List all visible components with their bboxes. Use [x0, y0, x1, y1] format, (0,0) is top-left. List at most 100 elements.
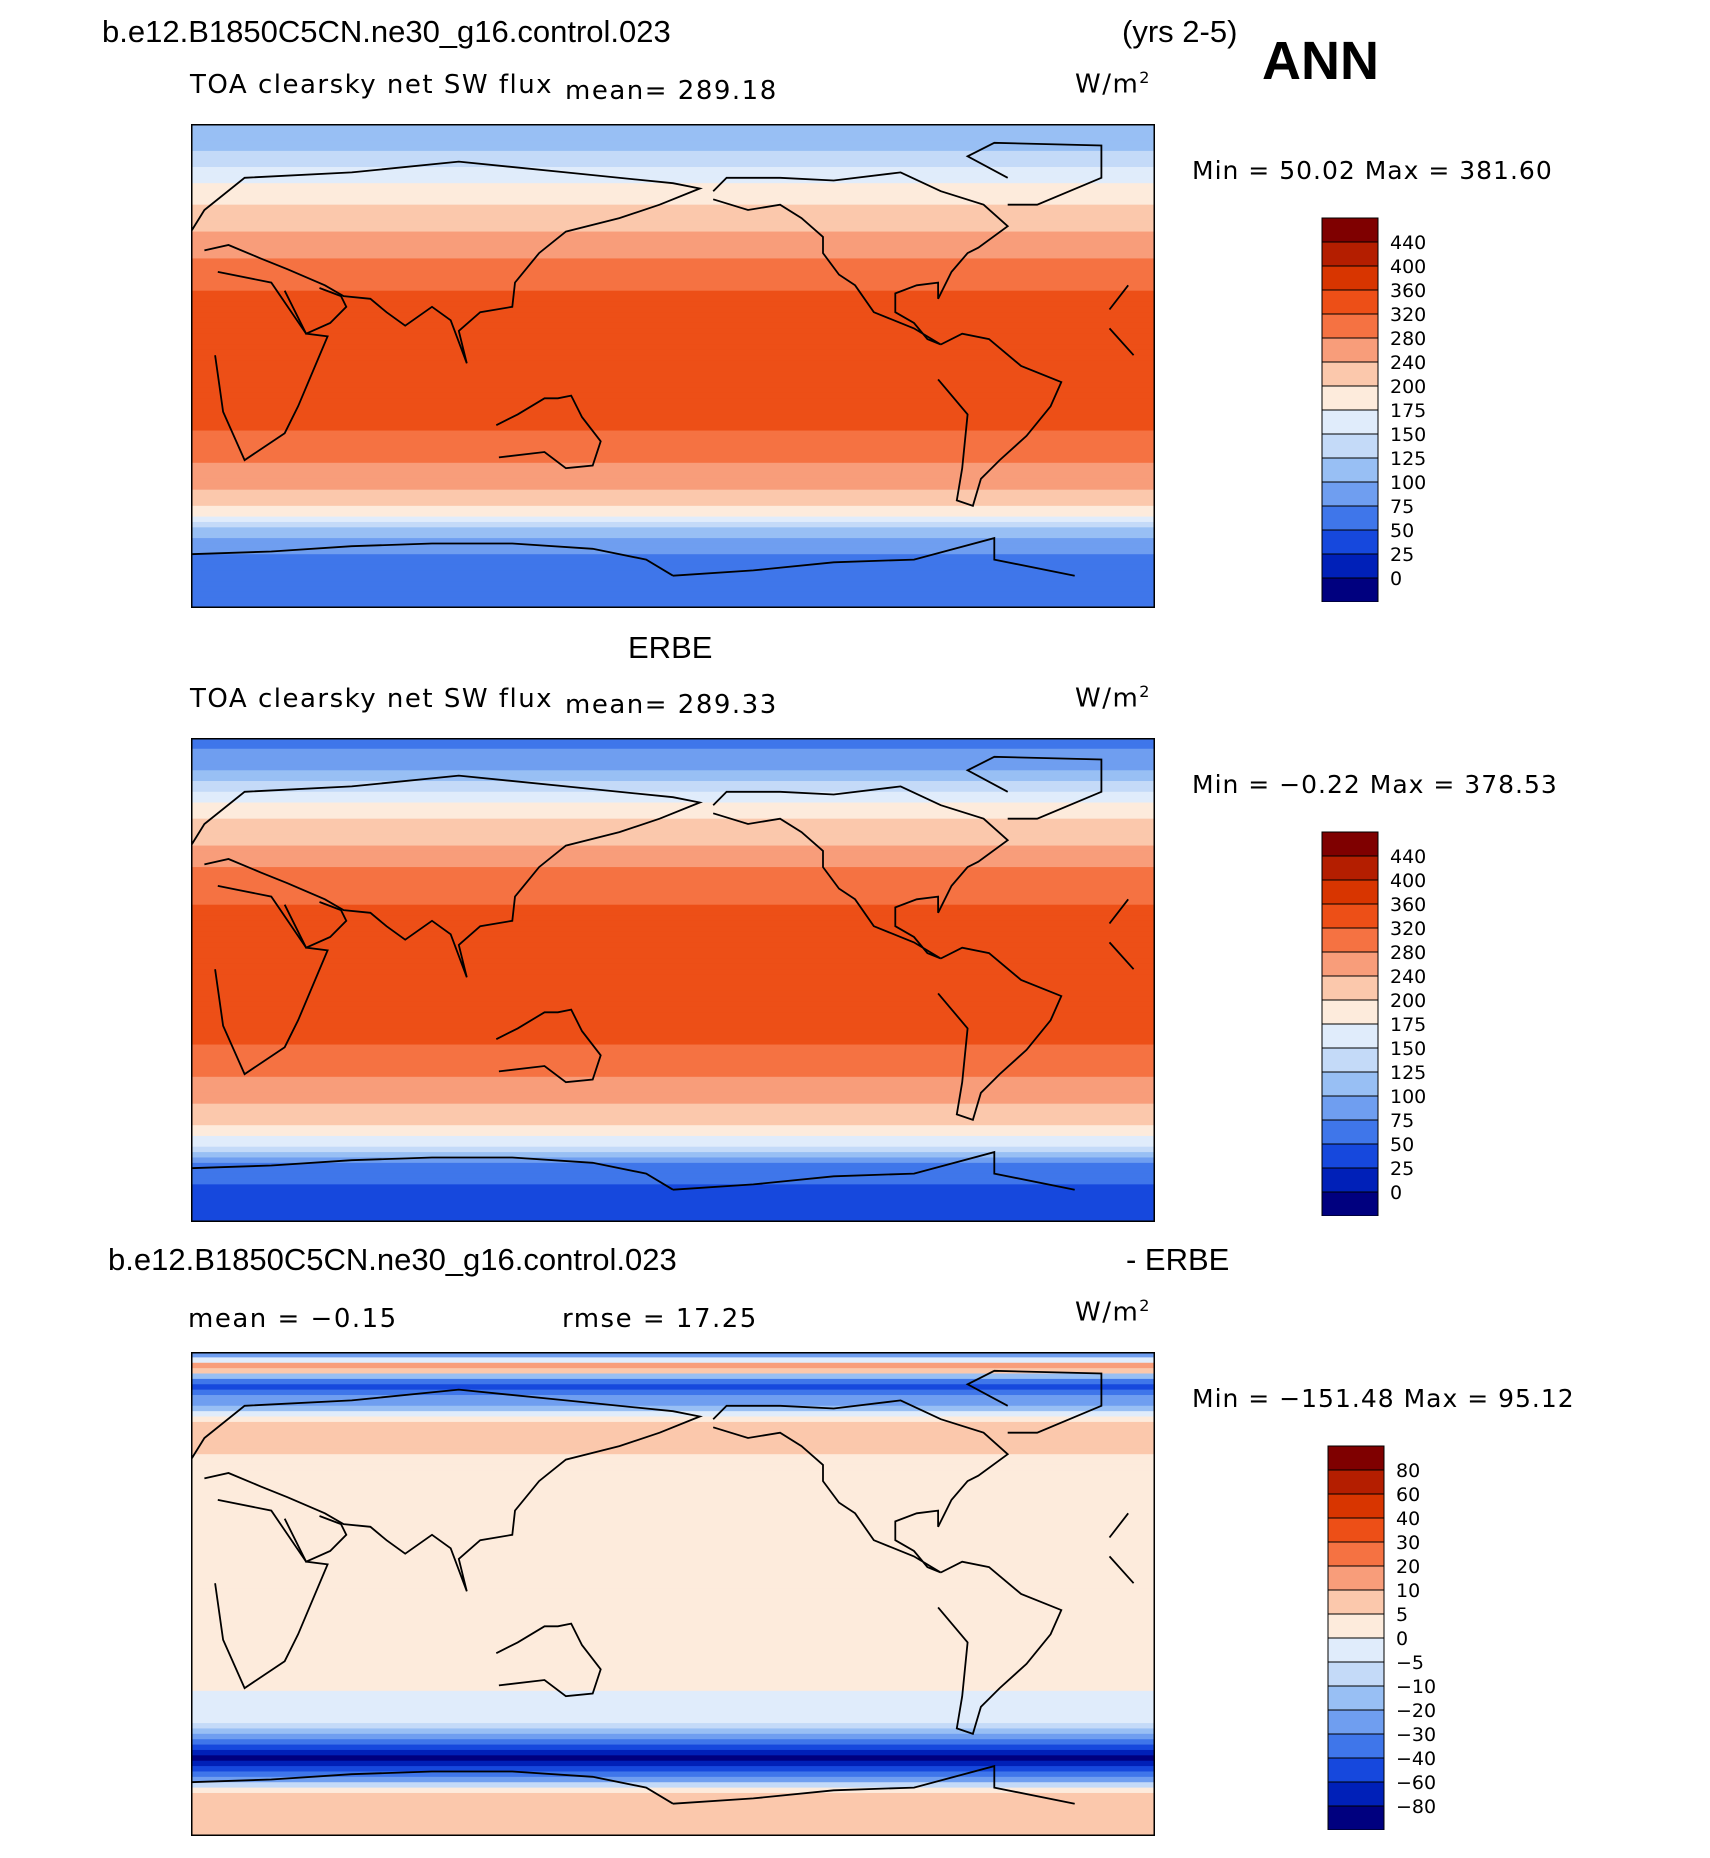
contour-band-82 [191, 564, 1155, 571]
contour-band-11 [191, 797, 1155, 804]
colorbar-swatch-8 [1321, 1023, 1379, 1049]
contour-band-87 [191, 591, 1155, 598]
contour-band-35 [191, 926, 1155, 933]
colorbar-swatch-15 [1321, 1191, 1379, 1216]
contour-band-48 [191, 996, 1155, 1003]
contour-band-14 [191, 813, 1155, 820]
contour-band-22 [191, 856, 1155, 863]
colorbar-swatch-0 [1321, 217, 1379, 243]
contour-band-2 [191, 134, 1155, 141]
contour-band-85 [191, 1809, 1155, 1816]
contour-band-31 [191, 904, 1155, 911]
contour-band-21 [191, 236, 1155, 243]
colorbar-label-0: 80 [1396, 1460, 1420, 1482]
contour-band-52 [191, 1631, 1155, 1638]
contour-band-12 [191, 802, 1155, 809]
coastline-antarctica [191, 536, 1075, 577]
contour-band-4 [191, 1373, 1155, 1380]
coastline-europe-asia [191, 774, 703, 978]
contour-band-34 [191, 306, 1155, 313]
map-frame [191, 124, 1155, 608]
colorbar-swatch-14 [1327, 1781, 1385, 1807]
contour-band-47 [191, 376, 1155, 383]
contour-band-6 [191, 156, 1155, 163]
contour-band-54 [191, 414, 1155, 421]
colorbar-swatch-2 [1327, 1493, 1385, 1519]
contour-band-82 [191, 1792, 1155, 1799]
contour-band-0 [191, 124, 1155, 130]
contour-band-44 [191, 1588, 1155, 1595]
contour-band-45 [191, 980, 1155, 986]
contour-band-63 [191, 462, 1155, 469]
contour-band-74 [191, 1135, 1155, 1142]
panel3-units: W/m2 [1075, 1296, 1151, 1328]
contour-band-25 [191, 872, 1155, 879]
colorbar-swatch-6 [1327, 1589, 1385, 1615]
colorbar-swatch-8 [1327, 1637, 1385, 1663]
colorbar-swatch-2 [1321, 879, 1379, 905]
contour-band-5 [191, 764, 1155, 771]
contour-band-16 [191, 824, 1155, 831]
contour-band-83 [191, 1798, 1155, 1805]
contour-band-66 [191, 1092, 1155, 1099]
contour-band-89 [191, 1216, 1155, 1222]
contour-band-43 [191, 1583, 1155, 1590]
colorbar-swatch-7 [1321, 999, 1379, 1025]
panel3-map [191, 1352, 1155, 1836]
colorbar-swatch-6 [1321, 975, 1379, 1001]
colorbar-label-4: 280 [1390, 942, 1426, 964]
contour-band-68 [191, 489, 1155, 496]
contour-band-79 [191, 1776, 1155, 1783]
contour-band-87 [191, 1819, 1155, 1826]
colorbar-label-7: 175 [1390, 400, 1426, 422]
colorbar-swatch-11 [1321, 481, 1379, 507]
colorbar-swatch-10 [1321, 457, 1379, 483]
contour-band-83 [191, 570, 1155, 577]
contour-band-13 [191, 807, 1155, 814]
contour-band-87 [191, 1205, 1155, 1212]
contour-band-67 [191, 484, 1155, 491]
contour-band-86 [191, 1200, 1155, 1207]
contour-band-29 [191, 1507, 1155, 1514]
contour-band-78 [191, 1157, 1155, 1164]
coastline-arabia [283, 1515, 348, 1563]
contour-band-28 [191, 888, 1155, 895]
colorbar-swatch-6 [1321, 361, 1379, 387]
contour-band-2 [191, 1362, 1155, 1369]
case-title: b.e12.B1850C5CN.ne30_g16.control.023 [102, 14, 671, 49]
colorbar-swatch-3 [1321, 903, 1379, 929]
colorbar-label-9: 125 [1390, 448, 1426, 470]
colorbar-label-6: 200 [1390, 990, 1426, 1012]
contour-band-36 [191, 317, 1155, 324]
panel3-minmax: Min = −151.48 Max = 95.12 [1192, 1384, 1575, 1413]
contour-band-28 [191, 274, 1155, 281]
panel1-minmax: Min = 50.02 Max = 381.60 [1192, 156, 1553, 185]
contour-band-71 [191, 505, 1155, 512]
colorbar-label-7: 0 [1396, 1628, 1408, 1650]
colorbar-swatch-4 [1321, 313, 1379, 339]
colorbar-swatch-13 [1321, 1143, 1379, 1169]
contour-band-24 [191, 253, 1155, 260]
colorbar-label-2: 360 [1390, 280, 1426, 302]
colorbar-swatch-4 [1321, 927, 1379, 953]
contour-band-36 [191, 931, 1155, 938]
contour-band-19 [191, 226, 1155, 233]
contour-band-38 [191, 328, 1155, 335]
contour-band-31 [191, 1518, 1155, 1525]
colorbar-swatch-14 [1321, 553, 1379, 579]
contour-band-57 [191, 1658, 1155, 1665]
colorbar-swatch-15 [1327, 1805, 1385, 1830]
contour-band-28 [191, 1502, 1155, 1509]
colorbar-swatch-5 [1321, 951, 1379, 977]
contour-band-59 [191, 1669, 1155, 1676]
colorbar-label-11: 75 [1390, 496, 1414, 518]
contour-band-30 [191, 1513, 1155, 1520]
contour-band-61 [191, 1066, 1155, 1073]
colorbar-swatch-9 [1321, 1047, 1379, 1073]
colorbar-label-9: −10 [1396, 1676, 1436, 1698]
coastline-africa [214, 271, 1135, 462]
coastline-greenland [965, 755, 1103, 820]
contour-band-45 [191, 366, 1155, 372]
panel2-minmax: Min = −0.22 Max = 378.53 [1192, 770, 1558, 799]
